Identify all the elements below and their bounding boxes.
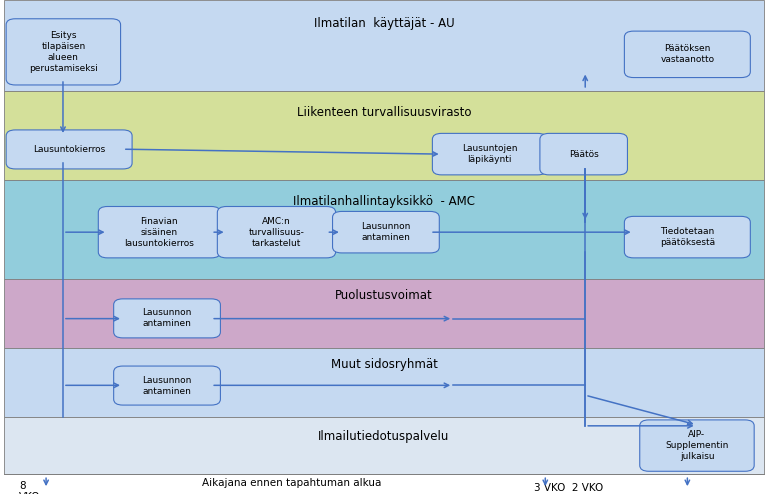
FancyBboxPatch shape — [4, 417, 764, 474]
Text: Tiedotetaan
päätöksestä: Tiedotetaan päätöksestä — [660, 227, 715, 247]
FancyBboxPatch shape — [217, 206, 336, 258]
Text: Lausunnon
antaminen: Lausunnon antaminen — [142, 308, 192, 329]
Text: AMC:n
turvallisuus-
tarkastelut: AMC:n turvallisuus- tarkastelut — [249, 216, 304, 248]
Text: Ilmailutiedotuspalvelu: Ilmailutiedotuspalvelu — [318, 430, 450, 443]
Text: Liikenteen turvallisuusvirasto: Liikenteen turvallisuusvirasto — [296, 106, 472, 119]
FancyBboxPatch shape — [624, 31, 750, 78]
Text: Esitys
tilapäisen
alueen
perustamiseksi: Esitys tilapäisen alueen perustamiseksi — [29, 31, 98, 73]
Text: Päätös: Päätös — [569, 150, 598, 159]
Text: 3 VKO  2 VKO: 3 VKO 2 VKO — [534, 483, 603, 493]
Text: Ilmatilan  käyttäjät - AU: Ilmatilan käyttäjät - AU — [313, 17, 455, 30]
Text: Finavian
sisäinen
lausuntokierros: Finavian sisäinen lausuntokierros — [124, 216, 194, 248]
Text: Lausuntojen
läpikäynti: Lausuntojen läpikäynti — [462, 144, 518, 164]
FancyBboxPatch shape — [640, 420, 754, 471]
Text: 8
VKO: 8 VKO — [19, 481, 41, 494]
FancyBboxPatch shape — [4, 279, 764, 348]
Text: Puolustusvoimat: Puolustusvoimat — [335, 289, 433, 302]
FancyBboxPatch shape — [98, 206, 220, 258]
FancyBboxPatch shape — [624, 216, 750, 258]
Text: AIP-
Supplementin
julkaisu: AIP- Supplementin julkaisu — [665, 430, 729, 461]
FancyBboxPatch shape — [114, 366, 220, 405]
Text: Lausuntokierros: Lausuntokierros — [33, 145, 105, 154]
Text: Ilmatilanhallintayksikkö  - AMC: Ilmatilanhallintayksikkö - AMC — [293, 195, 475, 208]
FancyBboxPatch shape — [4, 0, 764, 91]
FancyBboxPatch shape — [540, 133, 627, 175]
FancyBboxPatch shape — [4, 348, 764, 417]
Text: Lausunnon
antaminen: Lausunnon antaminen — [142, 375, 192, 396]
Text: Muut sidosryhmät: Muut sidosryhmät — [330, 358, 438, 371]
FancyBboxPatch shape — [114, 299, 220, 338]
FancyBboxPatch shape — [4, 180, 764, 279]
FancyBboxPatch shape — [432, 133, 547, 175]
FancyBboxPatch shape — [333, 211, 439, 253]
FancyBboxPatch shape — [4, 91, 764, 180]
FancyBboxPatch shape — [6, 130, 132, 169]
FancyBboxPatch shape — [6, 19, 121, 85]
Text: Päätöksen
vastaanotto: Päätöksen vastaanotto — [660, 44, 714, 64]
Text: Aikajana ennen tapahtuman alkua: Aikajana ennen tapahtuman alkua — [202, 478, 382, 488]
Text: Lausunnon
antaminen: Lausunnon antaminen — [361, 222, 411, 242]
